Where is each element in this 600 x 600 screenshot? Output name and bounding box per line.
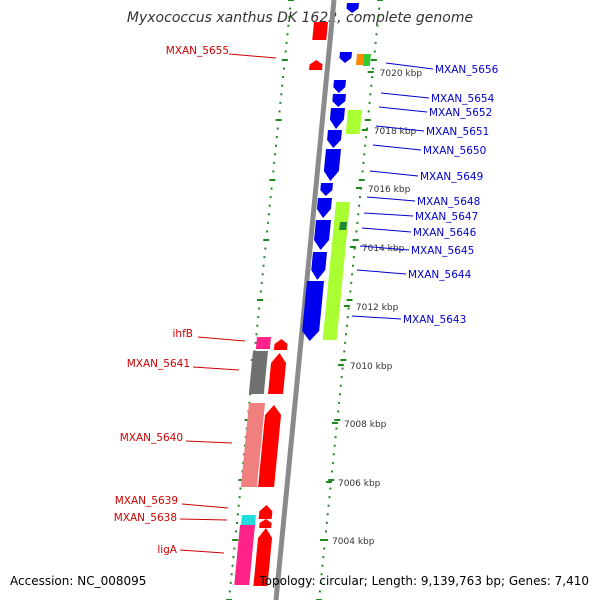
- reverse-gene-arrow[interactable]: [332, 94, 346, 107]
- lime-feature[interactable]: [345, 110, 362, 134]
- forward-gene-arrow[interactable]: [309, 60, 323, 70]
- reverse-gene-label[interactable]: MXAN_5649: [420, 171, 483, 183]
- reverse-label-leader: [363, 212, 414, 217]
- scale-tick-label: 7004 kbp: [332, 537, 375, 547]
- forward-gene-label[interactable]: MXAN_5639: [115, 495, 178, 507]
- reverse-gene-label[interactable]: MXAN_5646: [413, 227, 477, 239]
- forward-gene-labels: MXAN_5655 ihfB MXAN_5641 MXAN_5640 MXAN_5639…: [114, 45, 277, 556]
- scale-tick-label: 7014 kbp: [362, 244, 405, 254]
- forward-label-leader: [192, 366, 240, 371]
- scale-tick-label: 7012 kbp: [356, 303, 399, 313]
- reverse-gene-label[interactable]: MXAN_5654: [431, 93, 495, 105]
- genome-stats: Topology: circular; Length: 9,139,763 bp…: [259, 574, 589, 588]
- forward-gene-arrow[interactable]: [259, 519, 272, 528]
- forward-gene-arrow[interactable]: [258, 505, 273, 519]
- magenta-feature[interactable]: [255, 337, 271, 349]
- forward-gene-label[interactable]: MXAN_5638: [114, 512, 177, 524]
- scale-tick-label: 7008 kbp: [344, 420, 387, 430]
- scale-tick-label: 7010 kbp: [350, 362, 393, 372]
- dark-green-feature[interactable]: [339, 222, 347, 230]
- reverse-gene-label[interactable]: MXAN_5656: [435, 64, 499, 76]
- reverse-label-leader: [369, 170, 419, 177]
- reverse-gene-arrow[interactable]: [311, 252, 327, 280]
- forward-gene-arrow[interactable]: [258, 405, 282, 487]
- forward-gene-arrow[interactable]: [253, 528, 273, 586]
- reverse-gene-label[interactable]: MXAN_5643: [403, 314, 466, 326]
- forward-gene-label[interactable]: ligA: [157, 544, 177, 556]
- reverse-gene-label[interactable]: MXAN_5650: [423, 145, 486, 157]
- reverse-label-leader: [380, 92, 430, 99]
- cyan-feature[interactable]: [241, 515, 256, 525]
- forward-label-leader: [179, 518, 228, 521]
- reverse-label-leader: [366, 196, 416, 202]
- magenta-feature[interactable]: [234, 525, 255, 585]
- reverse-gene-arrow[interactable]: [323, 149, 341, 181]
- reverse-label-leader: [361, 227, 412, 233]
- forward-gene-arrow[interactable]: [273, 339, 288, 350]
- green-feature[interactable]: [362, 54, 371, 66]
- forward-label-leader: [228, 53, 277, 59]
- reverse-gene-arrow[interactable]: [329, 108, 345, 129]
- forward-label-leader: [179, 549, 225, 554]
- reverse-label-leader: [359, 245, 410, 251]
- forward-strand-genes: [234, 22, 328, 586]
- map-title: Myxococcus xanthus DK 1622, complete gen…: [126, 10, 474, 26]
- reverse-gene-arrow[interactable]: [339, 52, 352, 63]
- lime-feature[interactable]: [322, 202, 350, 340]
- forward-label-leader: [181, 503, 229, 509]
- forward-label-leader: [185, 440, 233, 444]
- forward-gene-box[interactable]: [312, 22, 328, 40]
- reverse-label-leader: [385, 62, 434, 70]
- right-guide-dots: [316, 0, 383, 600]
- reverse-gene-arrow[interactable]: [302, 281, 324, 341]
- scale-tick-label: 7020 kbp: [380, 69, 423, 79]
- reverse-label-leader: [356, 269, 407, 275]
- reverse-strand-genes: [302, 3, 371, 341]
- reverse-gene-arrow[interactable]: [316, 198, 332, 218]
- reverse-gene-label[interactable]: MXAN_5651: [426, 126, 489, 138]
- forward-gene-label[interactable]: MXAN_5641: [127, 358, 190, 370]
- reverse-gene-labels: MXAN_5656 MXAN_5654 MXAN_5652 MXAN_5651 MXAN…: [351, 62, 499, 326]
- reverse-gene-label[interactable]: MXAN_5644: [408, 269, 472, 281]
- reverse-gene-arrow[interactable]: [320, 183, 333, 196]
- scale-tick-label: 7016 kbp: [368, 185, 411, 195]
- forward-gene-label[interactable]: MXAN_5640: [120, 432, 183, 444]
- reverse-gene-label[interactable]: MXAN_5647: [415, 211, 478, 223]
- reverse-gene-arrow[interactable]: [333, 80, 346, 93]
- forward-gene-label[interactable]: MXAN_5655: [166, 45, 229, 57]
- orange-feature[interactable]: [355, 54, 364, 65]
- reverse-gene-arrow[interactable]: [327, 130, 342, 148]
- forward-gene-arrow[interactable]: [268, 353, 287, 394]
- kbp-scale: 7020 kbp 7018 kbp 7016 kbp 7014 kbp 7012 kbp…: [320, 69, 422, 547]
- reverse-gene-label[interactable]: MXAN_5648: [417, 196, 480, 208]
- gray-feature[interactable]: [248, 351, 268, 394]
- reverse-label-leader: [351, 315, 402, 320]
- accession-label: Accession: NC_008095: [10, 574, 147, 588]
- scale-tick-label: 7006 kbp: [338, 479, 381, 489]
- reverse-label-leader: [372, 144, 422, 151]
- forward-gene-label[interactable]: ihfB: [173, 328, 193, 340]
- scale-tick-label: 7018 kbp: [374, 127, 417, 137]
- reverse-label-leader: [378, 106, 428, 113]
- reverse-gene-label[interactable]: MXAN_5645: [411, 245, 474, 257]
- forward-label-leader: [197, 336, 246, 342]
- reverse-gene-arrow[interactable]: [314, 220, 331, 250]
- reverse-gene-label[interactable]: MXAN_5652: [429, 107, 492, 119]
- salmon-feature[interactable]: [240, 403, 265, 487]
- genome-backbone: [273, 0, 337, 600]
- reverse-gene-arrow[interactable]: [346, 3, 359, 13]
- reverse-label-leader: [375, 125, 425, 132]
